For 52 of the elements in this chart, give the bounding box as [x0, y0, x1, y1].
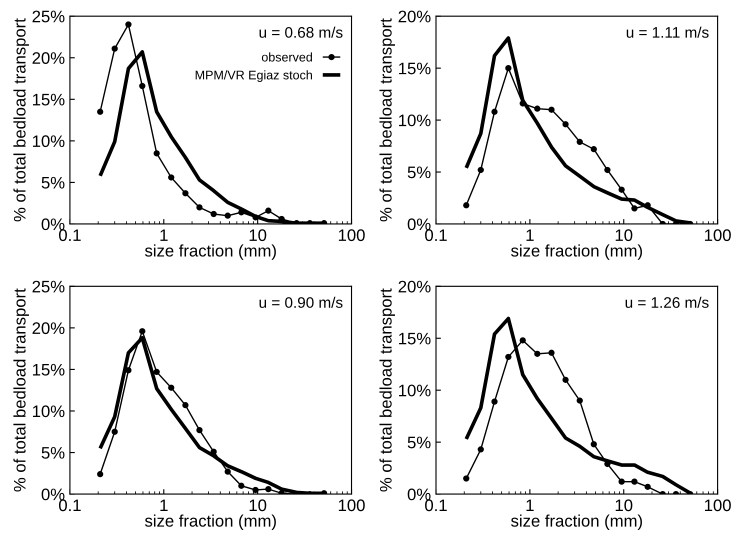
- y-tick-label: 10%: [399, 384, 431, 396]
- x-tick-label: 10: [616, 499, 632, 512]
- x-tick-label: 0.1: [58, 229, 81, 242]
- y-tick-label: 5%: [42, 447, 64, 459]
- y-tick-label: 10%: [32, 135, 64, 148]
- y-tick-label: 15%: [399, 62, 431, 74]
- x-tick-label: 1: [160, 229, 168, 241]
- y-tick-label: 10%: [32, 405, 64, 418]
- x-axis-title: size fraction (mm): [511, 244, 642, 260]
- y-tick-label: 20%: [398, 280, 431, 293]
- annotation: u = 1.26 m/s: [626, 296, 709, 308]
- annotation: u = 1.11 m/s: [626, 26, 709, 38]
- y-tick-label: 5%: [408, 166, 431, 178]
- x-axis-title: size fraction (mm): [144, 514, 276, 530]
- x-tick-label: 10: [616, 229, 632, 242]
- y-tick-label: 0%: [42, 218, 64, 230]
- y-tick-label: 20%: [32, 322, 64, 334]
- x-tick-label: 100: [338, 229, 365, 242]
- y-tick-label: 15%: [399, 332, 431, 344]
- y-tick-label: 20%: [32, 52, 64, 64]
- legend-label: MPM/VR Egiaz stoch: [196, 70, 312, 82]
- y-tick-label: 5%: [408, 436, 431, 448]
- y-tick-label: 5%: [42, 176, 64, 189]
- y-axis-title: % of total bedload transport: [13, 288, 29, 492]
- y-tick-label: 15%: [32, 364, 64, 376]
- x-tick-label: 0.1: [425, 229, 447, 242]
- y-tick-label: 25%: [32, 280, 64, 293]
- legend-label: observed: [262, 52, 312, 62]
- x-tick-label: 100: [704, 229, 731, 242]
- y-tick-label: 10%: [399, 114, 431, 126]
- annotation: u = 0.68 m/s: [260, 26, 343, 38]
- x-tick-label: 0.1: [58, 499, 81, 512]
- y-axis-title: % of total bedload transport: [379, 288, 396, 492]
- y-tick-label: 15%: [32, 94, 64, 106]
- x-tick-label: 1: [526, 500, 534, 512]
- x-tick-label: 10: [250, 499, 266, 512]
- x-tick-label: 1: [160, 500, 168, 512]
- x-tick-label: 100: [704, 499, 731, 512]
- x-tick-label: 0.1: [425, 499, 447, 512]
- x-tick-label: 1: [526, 229, 534, 241]
- y-tick-label: 20%: [398, 10, 431, 22]
- y-tick-label: 0%: [408, 488, 431, 500]
- y-tick-label: 0%: [42, 488, 64, 500]
- x-axis-title: size fraction (mm): [511, 514, 642, 530]
- x-tick-label: 100: [338, 499, 365, 512]
- x-tick-label: 10: [250, 229, 266, 242]
- y-tick-label: 25%: [32, 10, 64, 22]
- y-axis-title: % of total bedload transport: [379, 18, 396, 222]
- y-tick-label: 0%: [408, 218, 431, 230]
- x-axis-title: size fraction (mm): [144, 244, 276, 260]
- y-axis-title: % of total bedload transport: [13, 18, 29, 222]
- annotation: u = 0.90 m/s: [260, 296, 343, 308]
